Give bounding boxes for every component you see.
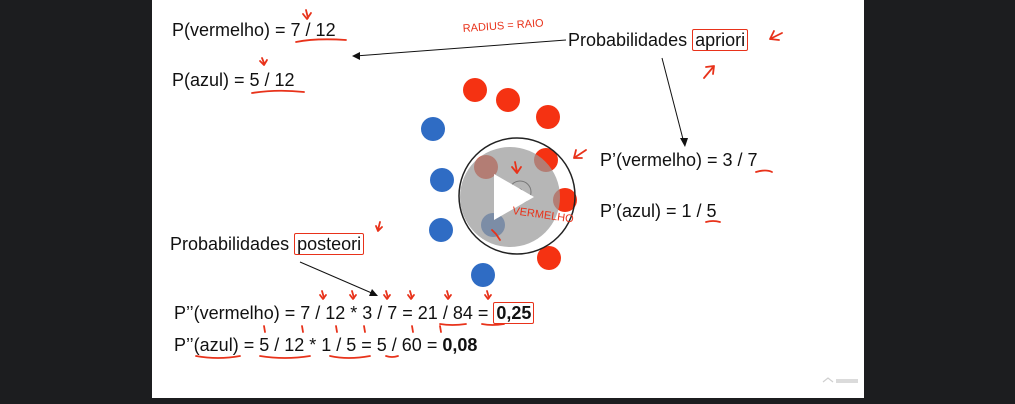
tick-mark xyxy=(383,290,391,300)
tick-mark xyxy=(439,325,442,333)
p-double-vermelho-result: 0,25 xyxy=(493,302,535,324)
play-icon[interactable] xyxy=(494,174,534,220)
underline xyxy=(251,89,305,94)
p-prime-vermelho-text: P’(vermelho) = 3 / 7 xyxy=(600,150,758,170)
posteori-prefix: Probabilidades xyxy=(170,234,290,254)
tick-mark xyxy=(444,290,452,300)
underline xyxy=(385,355,399,358)
underline xyxy=(755,169,773,173)
lecture-slide: P(vermelho) = 7 / 12 P(azul) = 5 / 12 Pr… xyxy=(152,0,864,398)
udemy-watermark-icon xyxy=(822,377,858,383)
p-double-vermelho: P’’(vermelho) = 7 / 12 * 3 / 7 = 21 / 84… xyxy=(174,302,535,324)
radius-note: RADIUS = RAIO xyxy=(462,17,544,35)
underline xyxy=(329,355,371,359)
tick-mark xyxy=(319,290,327,300)
p-double-azul-expr: P’’(azul) = 5 / 12 * 1 / 5 = 5 / 60 = xyxy=(174,335,438,355)
blue-dot xyxy=(430,168,454,192)
underline xyxy=(195,355,241,359)
tick-mark xyxy=(375,221,383,232)
arrow-mark xyxy=(769,30,783,41)
p-double-azul: P’’(azul) = 5 / 12 * 1 / 5 = 5 / 60 = 0,… xyxy=(174,335,477,356)
p-double-vermelho-expr: P’’(vermelho) = 7 / 12 * 3 / 7 = 21 / 84… xyxy=(174,303,489,323)
tick-mark xyxy=(301,325,304,333)
underline xyxy=(705,220,721,223)
red-dot xyxy=(536,105,560,129)
posteori-title: Probabilidades posteori xyxy=(170,233,365,255)
tick-mark xyxy=(263,325,266,333)
tick-mark xyxy=(511,161,522,174)
arrowhead xyxy=(352,52,360,60)
p-prime-azul-text: P’(azul) = 1 / 5 xyxy=(600,201,717,221)
arrowhead xyxy=(680,138,688,147)
arrow-mark xyxy=(703,65,715,79)
arrowhead xyxy=(369,289,378,296)
tick-mark xyxy=(411,325,414,333)
apriori-prefix: Probabilidades xyxy=(568,30,688,50)
tick-mark xyxy=(259,57,268,66)
red-dot xyxy=(463,78,487,102)
p-azul-text: P(azul) = 5 / 12 xyxy=(172,70,295,90)
underline xyxy=(259,355,311,359)
arrow-apriori-to-pprime xyxy=(661,57,685,144)
p-double-azul-result: 0,08 xyxy=(442,335,478,355)
blue-dot xyxy=(421,117,445,141)
tick-mark xyxy=(335,325,338,333)
radius-circle xyxy=(458,137,576,255)
posteori-word: posteori xyxy=(294,233,365,255)
underline xyxy=(439,323,467,326)
tick-mark xyxy=(302,9,312,20)
tick-mark xyxy=(407,290,415,300)
pointer-mark xyxy=(491,229,501,241)
blue-dot xyxy=(471,263,495,287)
arrow-mark xyxy=(573,149,587,159)
blue-dot xyxy=(429,218,453,242)
apriori-word: apriori xyxy=(692,29,749,51)
arrow-apriori-to-p xyxy=(354,39,567,57)
red-dot xyxy=(496,88,520,112)
tick-mark xyxy=(484,290,492,300)
underline xyxy=(481,323,505,326)
apriori-title: Probabilidades apriori xyxy=(568,29,749,51)
underline xyxy=(295,38,347,43)
p-vermelho-text: P(vermelho) = 7 / 12 xyxy=(172,20,336,40)
tick-mark xyxy=(363,325,366,333)
arrow-posteori xyxy=(299,261,375,295)
tick-mark xyxy=(349,290,357,300)
red-dot xyxy=(537,246,561,270)
